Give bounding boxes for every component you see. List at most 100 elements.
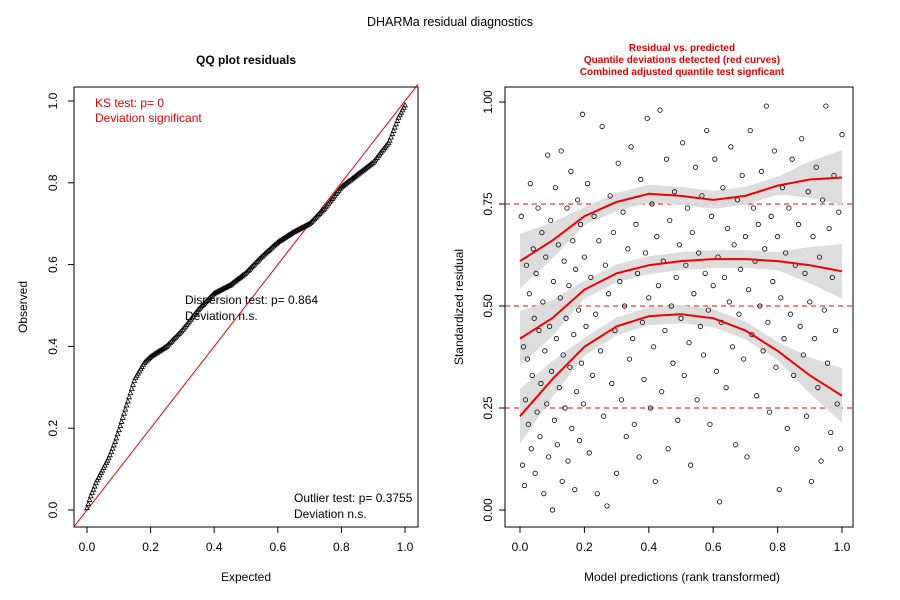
residual-point: [545, 152, 551, 158]
quantile-curve: [519, 313, 843, 417]
residual-point: [557, 295, 563, 301]
residual-point: [681, 372, 687, 378]
qq-point: [109, 445, 116, 451]
residual-point: [741, 356, 747, 362]
qq-point: [126, 393, 133, 400]
residual-point: [723, 384, 729, 391]
residual-point: [713, 368, 720, 374]
residual-point: [778, 295, 784, 301]
residual-point: [532, 470, 538, 476]
residual-point: [569, 425, 575, 431]
residual-y-tick-label: 0.25: [481, 396, 495, 420]
residual-point: [700, 352, 707, 358]
residual-point: [758, 168, 765, 174]
residual-plot-title-line-2: Quantile deviations detected (red curves…: [584, 55, 780, 66]
residual-plot-panel: Residual vs. predicted Quantile deviatio…: [452, 43, 854, 584]
residual-point: [818, 458, 824, 464]
qq-point: [247, 265, 254, 271]
residual-point: [725, 225, 731, 232]
residual-point: [555, 242, 561, 248]
residual-point: [805, 189, 811, 195]
residual-point: [525, 421, 531, 427]
residual-x-tick-label: 0.8: [769, 540, 786, 554]
residual-point: [789, 156, 795, 162]
qq-point: [198, 302, 205, 309]
qq-point: [256, 255, 263, 262]
qq-point: [387, 134, 394, 140]
residual-point: [596, 238, 602, 244]
residual-point: [589, 372, 596, 378]
residual-point: [576, 438, 583, 444]
qq-point: [177, 329, 184, 335]
residual-point: [570, 238, 576, 244]
residual-point: [704, 127, 710, 134]
residual-point: [802, 270, 808, 276]
quantile-curve: [519, 176, 843, 262]
residual-y-tick-label: 0.50: [481, 294, 495, 318]
residual-point: [602, 262, 608, 268]
residual-quantile-bands: [520, 150, 842, 444]
dispersion-test-label: Dispersion test: p= 0.864: [185, 293, 318, 307]
residual-point: [542, 348, 548, 354]
qq-point: [252, 259, 259, 266]
residual-point: [676, 242, 682, 248]
qq-point: [246, 266, 253, 272]
residual-point: [720, 185, 726, 191]
residual-point: [667, 217, 673, 223]
residual-point: [762, 246, 768, 252]
residual-point: [578, 360, 585, 366]
residual-point: [588, 274, 594, 281]
residual-point: [533, 270, 539, 276]
qq-point: [163, 343, 170, 349]
residual-point: [593, 311, 599, 317]
residual-point: [673, 274, 679, 281]
qq-point: [310, 217, 317, 223]
qq-point: [105, 454, 112, 461]
qq-point: [389, 130, 396, 137]
qq-point: [316, 210, 323, 216]
qq-point: [207, 293, 214, 299]
residual-point: [760, 348, 766, 354]
residual-point: [623, 433, 629, 440]
residual-point: [776, 486, 782, 493]
qq-point: [123, 402, 130, 408]
qq-point: [175, 330, 182, 336]
qq-point: [307, 219, 314, 226]
residual-point: [538, 380, 544, 387]
residual-point: [568, 168, 574, 174]
residual-point: [737, 266, 744, 272]
residual-point: [604, 503, 610, 509]
dispersion-result-label: Deviation n.s.: [185, 309, 258, 323]
residual-point: [783, 250, 789, 256]
qq-x-tick-label: 0.6: [269, 540, 286, 554]
residual-point: [625, 246, 631, 252]
residual-point: [641, 376, 647, 383]
quantile-confidence-band: [520, 305, 842, 444]
residual-point: [561, 258, 567, 264]
residual-x-axis: 0.0 0.2 0.4 0.6 0.8 1.0: [512, 527, 851, 554]
qq-point: [128, 385, 135, 392]
residual-point: [837, 446, 843, 452]
qq-x-tick-label: 0.8: [333, 540, 350, 554]
residual-point: [746, 287, 752, 293]
residual-point: [813, 164, 819, 170]
residual-point: [810, 234, 816, 240]
qq-point: [201, 300, 208, 306]
residual-point: [765, 319, 771, 325]
residual-point: [707, 421, 713, 427]
residual-point: [607, 193, 613, 199]
residual-point: [576, 307, 582, 313]
residual-point: [580, 401, 587, 407]
qq-point: [108, 448, 115, 454]
residual-point: [649, 201, 655, 207]
qq-x-tick-label: 1.0: [397, 540, 414, 554]
residual-point: [585, 181, 591, 187]
residual-point: [575, 197, 581, 203]
residual-point: [636, 454, 642, 460]
qq-y-tick-label: 0.0: [46, 501, 60, 518]
qq-plot-frame: [73, 86, 419, 528]
residual-point: [826, 225, 832, 232]
residual-plot-frame: [504, 86, 854, 528]
residual-point: [824, 360, 831, 366]
